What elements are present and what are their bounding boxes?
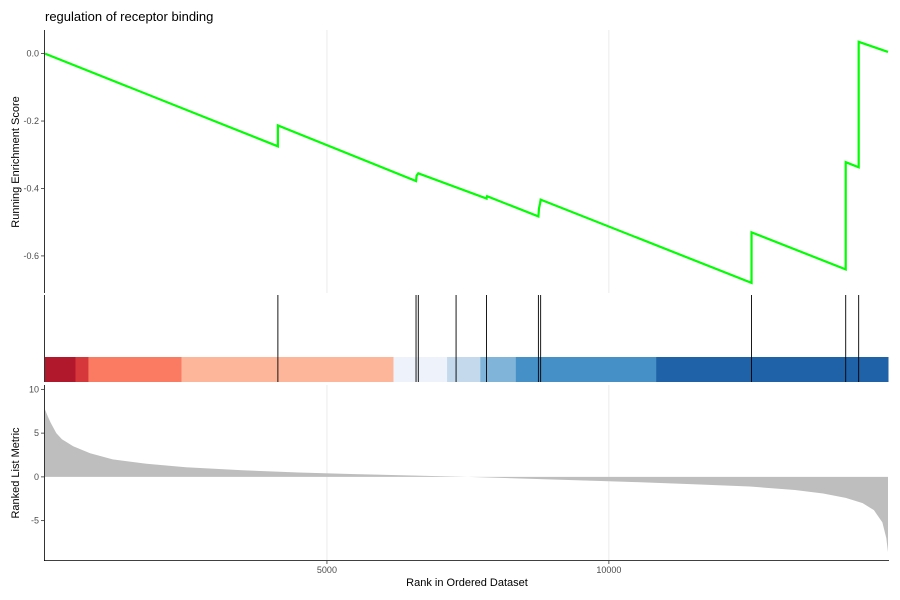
color-bar-segment: [480, 357, 517, 382]
es-y-ticks: 0.0 -0.2 -0.4 -0.6: [23, 49, 44, 261]
enrichment-score-panel: 0.0 -0.2 -0.4 -0.6 Running Enrichment Score: [10, 30, 889, 293]
color-bar-segment: [75, 357, 89, 382]
es-y-axis-label: Running Enrichment Score: [10, 96, 22, 227]
rank-y-ticks: 10 5 0 -5: [29, 384, 44, 526]
color-bar-segment: [515, 357, 657, 382]
color-bar-segment: [447, 357, 481, 382]
es-y-tick-label: -0.6: [23, 251, 39, 261]
ranked-metric-area: [45, 409, 888, 553]
x-tick-label: 5000: [317, 565, 337, 575]
x-axis-ticks: 5000 10000: [317, 561, 621, 575]
x-tick-label: 10000: [596, 565, 621, 575]
x-axis-label: Rank in Ordered Dataset: [406, 577, 528, 589]
rank-y-tick-label: 0: [34, 472, 39, 482]
ranked-list-panel: 10 5 0 -5 5000 10000 Ranked List Metric Rank…: [10, 384, 889, 589]
color-bar-segment: [181, 357, 394, 382]
chart-title: regulation of receptor binding: [45, 9, 213, 24]
rank-y-tick-label: 10: [29, 384, 39, 394]
color-bar-segment: [45, 357, 76, 382]
es-y-tick-label: -0.4: [23, 183, 39, 193]
rank-y-axis-label: Ranked List Metric: [10, 427, 22, 519]
rank-y-tick-label: -5: [31, 516, 39, 526]
grid-lines: [326, 30, 610, 560]
es-y-tick-label: 0.0: [26, 49, 39, 59]
gene-hits-panel: [44, 295, 889, 382]
hit-lines: [277, 295, 860, 382]
color-bar-segment: [656, 357, 889, 382]
ranked-color-bar: [45, 357, 889, 382]
rank-y-tick-label: 5: [34, 428, 39, 438]
color-bar-segment: [88, 357, 182, 382]
es-y-tick-label: -0.2: [23, 116, 39, 126]
running-enrichment-score-line: [44, 40, 889, 285]
color-bar-segment: [393, 357, 448, 382]
